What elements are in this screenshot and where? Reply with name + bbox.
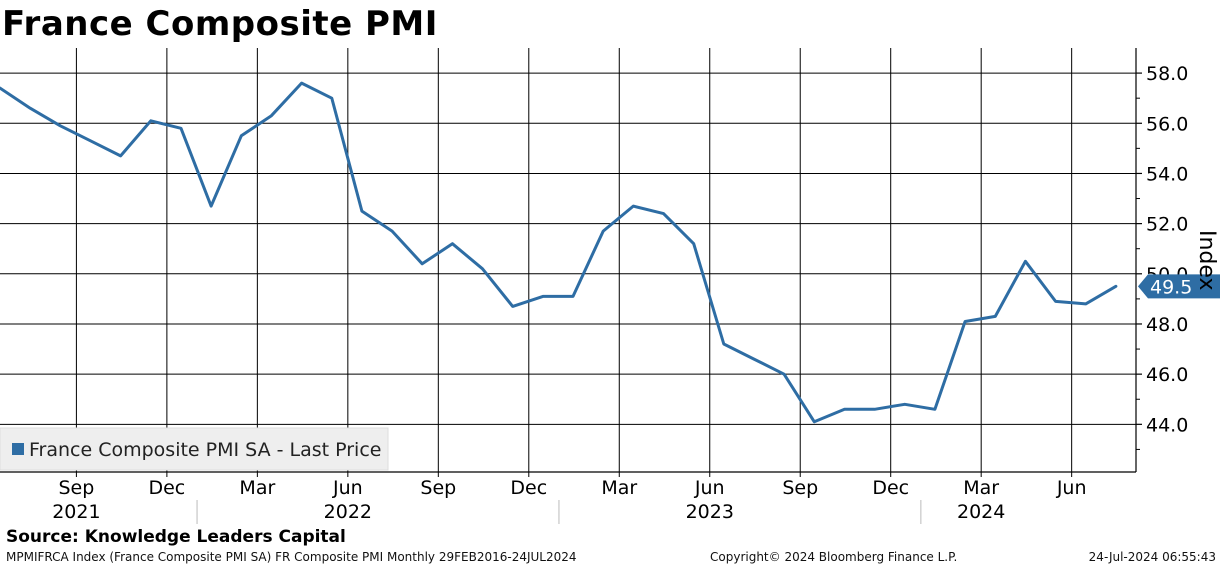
x-tick-label-month: Mar [239,477,275,499]
x-tick-label-year: 2021 [52,501,100,523]
x-tick-label-month: Dec [148,477,185,499]
x-tick-label-month: Sep [782,477,818,499]
footer-timestamp: 24-Jul-2024 06:55:43 [1088,550,1216,564]
last-value-badge [1138,274,1220,299]
legend-label: France Composite PMI SA - Last Price [29,439,381,461]
y-tick-label: 56.0 [1146,113,1188,135]
y-axis-tick-labels: 44.046.048.050.052.054.056.058.0 [1146,63,1188,436]
series-line-layer [0,81,1118,424]
footer-copyright: Copyright© 2024 Bloomberg Finance L.P. [710,550,958,564]
y-axis-title: Index [1194,230,1219,291]
legend: France Composite PMI SA - Last Price [0,427,389,471]
x-tick-label-month: Sep [58,477,94,499]
x-tick-label-month: Dec [872,477,909,499]
series-line [0,81,1118,424]
x-tick-label-month: Jun [694,477,725,499]
x-tick-label-year: 2023 [686,501,734,523]
legend-box [0,427,389,471]
y-tick-label: 46.0 [1146,364,1188,386]
year-separator-layer [196,500,922,524]
grid-layer [0,48,1142,477]
y-tick-label: 54.0 [1146,163,1188,185]
x-tick-label-month: Jun [1056,477,1087,499]
x-tick-label-year: 2024 [957,501,1005,523]
last-value-label: 49.5 [1150,276,1192,298]
x-tick-label-month: Sep [420,477,456,499]
x-tick-label-month: Dec [510,477,547,499]
legend-swatch [12,443,24,455]
last-value-marker: 49.5 [1138,274,1220,299]
source-note: Source: Knowledge Leaders Capital [6,527,346,547]
footer-ticker-info: MPMIFRCA Index (France Composite PMI SA)… [6,550,577,564]
y-tick-label: 48.0 [1146,314,1188,336]
y-tick-label: 58.0 [1146,63,1188,85]
x-tick-label-month: Mar [601,477,637,499]
y-tick-label: 52.0 [1146,214,1188,236]
x-tick-label-month: Jun [332,477,363,499]
x-tick-label-month: Mar [963,477,999,499]
y-tick-label: 44.0 [1146,414,1188,436]
chart-title: France Composite PMI [2,4,438,44]
x-tick-label-year: 2022 [324,501,372,523]
